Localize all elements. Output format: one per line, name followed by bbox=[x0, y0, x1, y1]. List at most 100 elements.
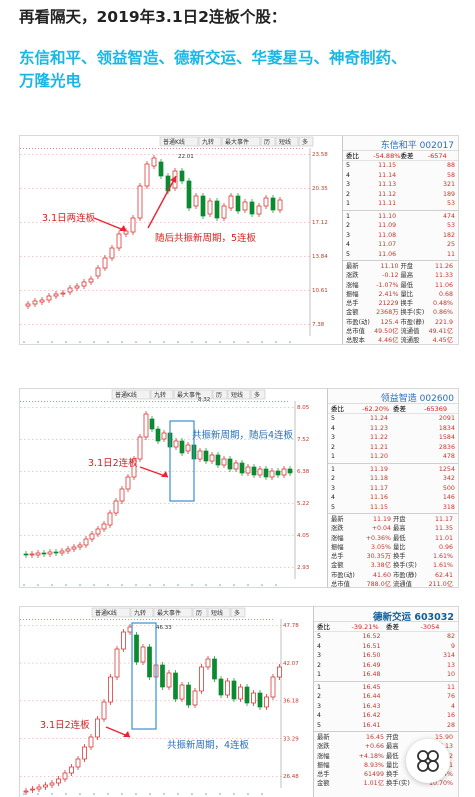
grid-dot bbox=[59, 401, 60, 402]
grid-dot bbox=[41, 619, 42, 620]
grid-dot bbox=[80, 535, 82, 536]
grid-dot bbox=[272, 407, 274, 408]
grid-dot bbox=[158, 619, 159, 620]
gap bbox=[396, 212, 429, 222]
grid-dot bbox=[24, 290, 26, 291]
grid-dot bbox=[206, 619, 207, 620]
marker-dot bbox=[135, 793, 137, 795]
stat-row: 涨跌 +0.04 最高 11.35 bbox=[328, 524, 458, 533]
candle-body bbox=[140, 646, 146, 663]
grid-dot bbox=[132, 776, 134, 777]
grid-dot bbox=[180, 625, 182, 626]
grid-dot bbox=[84, 471, 86, 472]
level: 5 bbox=[331, 503, 336, 511]
grid-dot bbox=[164, 700, 166, 702]
stat-value: 11.35 bbox=[434, 525, 453, 533]
grid-dot bbox=[254, 148, 255, 149]
grid-dot bbox=[80, 188, 82, 189]
grid-dot bbox=[281, 148, 282, 149]
grid-dot bbox=[40, 567, 42, 568]
grid-dot bbox=[156, 567, 158, 568]
grid-dot bbox=[156, 662, 158, 664]
grid-dot bbox=[107, 401, 108, 402]
hdr-label: 委差 bbox=[393, 405, 406, 413]
stat-value: 1.61% bbox=[432, 562, 453, 570]
candle-body bbox=[281, 468, 287, 476]
grid-dot bbox=[136, 439, 138, 440]
grid-dot bbox=[292, 256, 294, 257]
level: 3 bbox=[331, 484, 336, 492]
grid-dot bbox=[28, 662, 30, 664]
grid-dot bbox=[60, 407, 62, 408]
grid-dot bbox=[146, 148, 147, 149]
grid-dot bbox=[244, 567, 246, 568]
grid-dot bbox=[24, 407, 26, 408]
grid-dot bbox=[52, 776, 54, 777]
grid-dot bbox=[38, 148, 39, 149]
grid-dot bbox=[140, 256, 142, 257]
grid-dot bbox=[160, 700, 162, 702]
grid-dot bbox=[128, 188, 130, 189]
level: 2 bbox=[331, 475, 336, 482]
candle-body bbox=[225, 680, 230, 696]
grid-dot bbox=[284, 439, 286, 440]
grid-dot bbox=[44, 700, 46, 702]
grid-dot bbox=[140, 535, 142, 536]
grid-dot bbox=[36, 662, 38, 664]
grid-dot bbox=[216, 290, 218, 291]
stat-label: 量比 bbox=[393, 543, 406, 551]
stat-row: 最新 11.10 开盘 11.26 bbox=[343, 262, 458, 271]
candle-body bbox=[95, 528, 101, 535]
grid-dot bbox=[268, 567, 270, 568]
grid-dot bbox=[72, 407, 74, 408]
grid-dot bbox=[240, 439, 242, 440]
marker-dot bbox=[79, 793, 81, 795]
grid-dot bbox=[62, 619, 63, 620]
grid-dot bbox=[251, 401, 252, 402]
grid-dot bbox=[208, 439, 210, 440]
grid-dot bbox=[192, 188, 194, 189]
grid-dot bbox=[244, 662, 246, 664]
grid-dot bbox=[124, 700, 126, 702]
grid-dot bbox=[200, 290, 202, 291]
grid-dot bbox=[260, 256, 262, 257]
grid-dot bbox=[152, 776, 154, 777]
grid-dot bbox=[136, 154, 138, 155]
grid-dot bbox=[220, 662, 222, 664]
grid-dot bbox=[128, 154, 130, 155]
grid-dot bbox=[28, 222, 30, 223]
flower-button[interactable] bbox=[406, 739, 450, 783]
candle-body bbox=[270, 197, 276, 211]
candle-body bbox=[257, 692, 263, 708]
grid-dot bbox=[188, 256, 190, 257]
candle-body bbox=[227, 458, 233, 470]
grid-dot bbox=[244, 290, 246, 291]
grid-dot bbox=[72, 503, 74, 504]
divider bbox=[343, 260, 458, 261]
grid-dot bbox=[60, 290, 62, 291]
stat-row: 涨幅 +0.36% 最低 11.01 bbox=[328, 534, 458, 543]
grid-dot bbox=[288, 439, 290, 440]
grid-dot bbox=[180, 439, 182, 440]
volume: 318 bbox=[442, 503, 455, 511]
grid-dot bbox=[179, 148, 180, 149]
candle-body bbox=[137, 436, 143, 460]
stat-label: 市盈(动) bbox=[331, 571, 355, 579]
grid-dot bbox=[212, 619, 213, 620]
grid-dot bbox=[272, 535, 274, 536]
toolbar-tab bbox=[212, 389, 228, 400]
grid-dot bbox=[24, 188, 26, 189]
stock-list: 东信和平、领益智造、德新交运、华菱星马、神奇制药、 万隆光电 bbox=[19, 47, 464, 93]
grid-dot bbox=[92, 503, 94, 504]
grid-dot bbox=[120, 324, 122, 325]
buy-row: 4 16.42 16 bbox=[314, 711, 458, 721]
price: 16.43 bbox=[362, 702, 381, 710]
grid-dot bbox=[288, 535, 290, 536]
grid-dot bbox=[172, 324, 174, 325]
grid-dot bbox=[164, 776, 166, 777]
grid-dot bbox=[24, 154, 26, 155]
grid-dot bbox=[76, 188, 78, 189]
grid-dot bbox=[72, 324, 74, 325]
grid-dot bbox=[172, 625, 174, 626]
candle-body bbox=[101, 701, 107, 720]
